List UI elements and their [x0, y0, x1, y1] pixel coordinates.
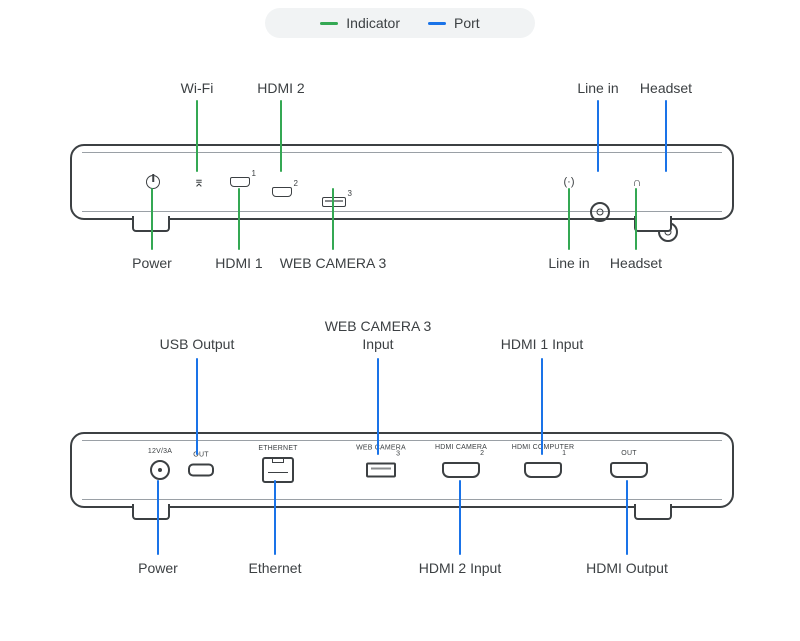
port-usba: WEB CAMERA3	[366, 463, 396, 478]
leader-line	[196, 358, 198, 455]
webcam3-icon: 3	[322, 197, 346, 207]
callout-webcam3_in: WEB CAMERA 3 Input	[308, 318, 448, 353]
swatch-indicator	[320, 22, 338, 25]
leader-line	[459, 480, 461, 555]
chassis-edge	[82, 211, 722, 212]
legend-label-indicator: Indicator	[346, 15, 400, 31]
power-icon	[146, 175, 160, 189]
port-hdmi-comp: HDMI COMPUTER1	[524, 462, 562, 478]
device-rear: 12V/3A OUT ETHERNET WEB CAMERA3 HDMI CAM…	[70, 432, 734, 508]
callout-usb_out: USB Output	[127, 336, 267, 354]
leader-line	[196, 100, 198, 172]
wifi-icon: ⌆	[191, 176, 207, 189]
legend-item-port: Port	[428, 15, 480, 31]
linein-indicator-icon: (·)	[562, 176, 576, 188]
hardware-diagram: Indicator Port ⌆ 1 2 3 (·) ∩ 12V/3A OUT …	[0, 0, 800, 641]
leader-line	[332, 188, 334, 250]
leader-line	[280, 100, 282, 172]
port-usbc: OUT	[188, 464, 214, 477]
leader-line	[157, 480, 159, 555]
leader-line	[568, 188, 570, 250]
leader-line	[635, 188, 637, 250]
callout-headset_ind: Headset	[566, 255, 706, 273]
leader-line	[665, 100, 667, 172]
port-rj45: ETHERNET	[262, 457, 294, 483]
legend-label-port: Port	[454, 15, 480, 31]
hdmi1-icon: 1	[230, 177, 250, 187]
linein-jack	[590, 202, 610, 222]
swatch-port	[428, 22, 446, 25]
headset-indicator-icon: ∩	[630, 175, 644, 189]
callout-hdmi2: HDMI 2	[211, 80, 351, 98]
leader-line	[274, 480, 276, 555]
callout-ethernet: Ethernet	[205, 560, 345, 578]
leader-line	[151, 188, 153, 250]
leader-line	[238, 188, 240, 250]
port-hdmi-out: OUT	[610, 462, 648, 478]
chassis-edge	[82, 152, 722, 153]
legend-item-indicator: Indicator	[320, 15, 400, 31]
headset-jack	[658, 222, 678, 242]
legend: Indicator Port	[265, 8, 535, 38]
chassis-edge	[82, 440, 722, 441]
callout-hdmi1_in: HDMI 1 Input	[472, 336, 612, 354]
callout-hdmi2_in: HDMI 2 Input	[390, 560, 530, 578]
leader-line	[597, 100, 599, 172]
callout-webcam3: WEB CAMERA 3	[263, 255, 403, 273]
callout-hdmi_out: HDMI Output	[557, 560, 697, 578]
leader-line	[541, 358, 543, 455]
hdmi2-icon: 2	[272, 187, 292, 197]
callout-headset: Headset	[596, 80, 736, 98]
port-hdmi-cam: HDMI CAMERA2	[442, 462, 480, 478]
leader-line	[377, 358, 379, 455]
port-dc: 12V/3A	[150, 460, 170, 480]
leader-line	[626, 480, 628, 555]
